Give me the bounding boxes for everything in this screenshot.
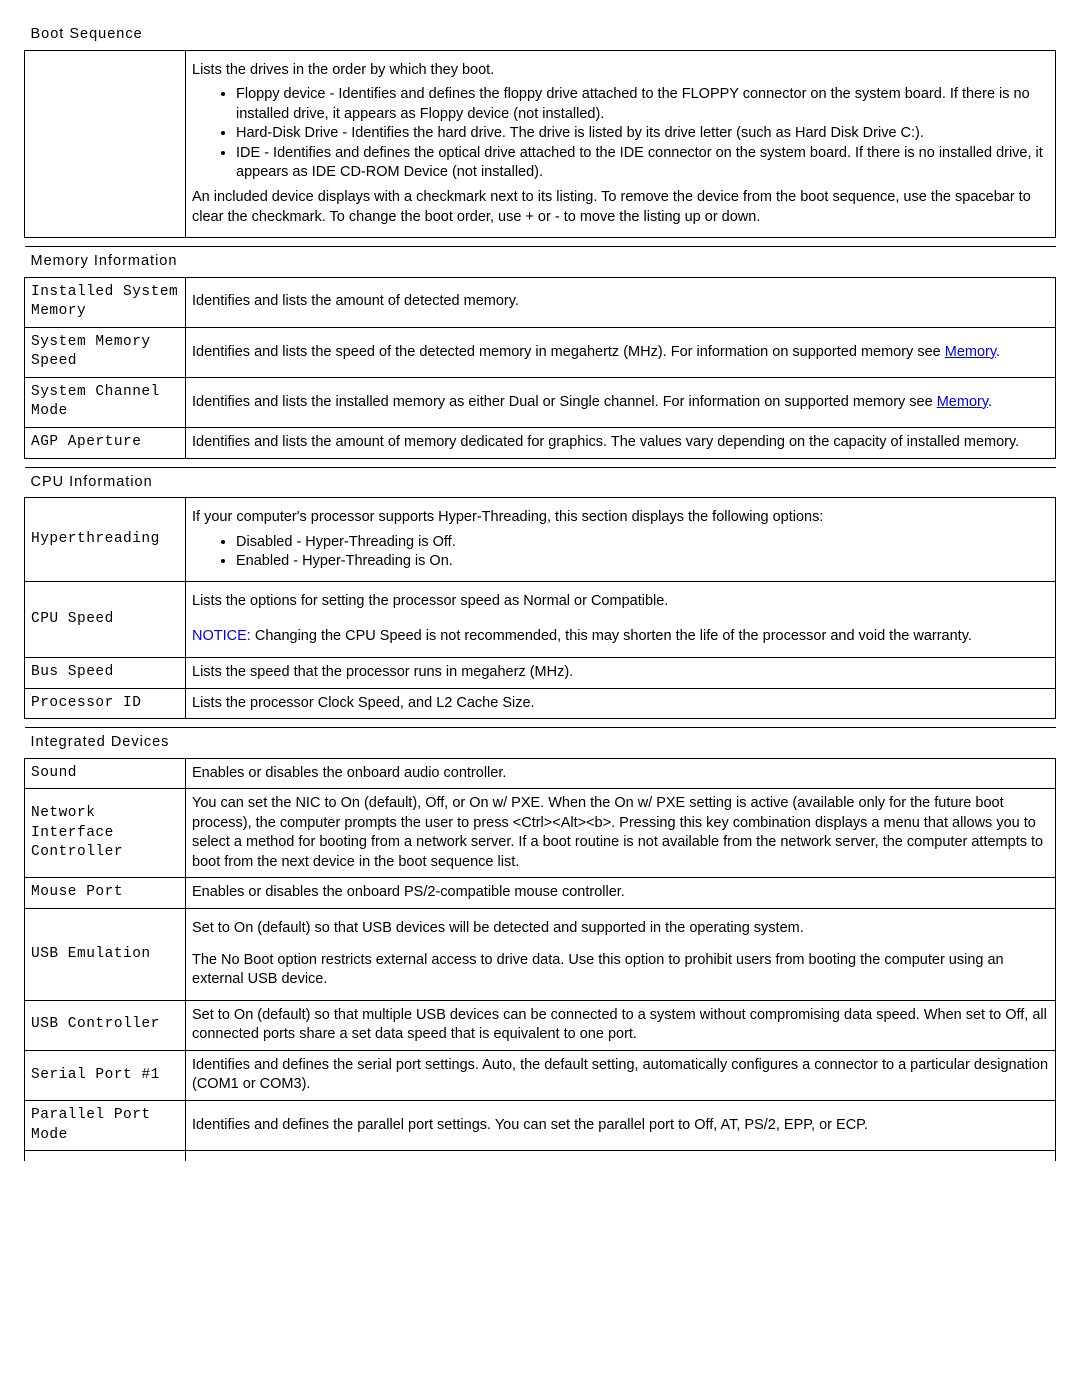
memory-row-label: Installed System Memory: [25, 277, 186, 327]
cpu-procid-label: Processor ID: [25, 688, 186, 719]
integrated-row-label: Network Interface Controller: [25, 789, 186, 878]
integrated-row-label: Sound: [25, 758, 186, 789]
integrated-row-desc: Identifies and defines the parallel port…: [186, 1100, 1056, 1150]
table-row: Bus Speed Lists the speed that the proce…: [25, 657, 1056, 688]
memory-row-label: AGP Aperture: [25, 428, 186, 459]
boot-item: IDE - Identifies and defines the optical…: [236, 144, 1049, 183]
integrated-row-desc: Enables or disables the onboard audio co…: [186, 758, 1056, 789]
usbemul-line1: Set to On (default) so that USB devices …: [192, 919, 1049, 939]
boot-item: Floppy device - Identifies and defines t…: [236, 85, 1049, 124]
cpu-bus-desc: Lists the speed that the processor runs …: [186, 657, 1056, 688]
cpu-speed-desc: Lists the options for setting the proces…: [186, 581, 1056, 657]
memory-information-header: Memory Information: [25, 247, 1056, 278]
integrated-row-label: Mouse Port: [25, 878, 186, 909]
table-row: [25, 1151, 1056, 1162]
memory-row-desc: Identifies and lists the amount of memor…: [186, 428, 1056, 459]
integrated-row-desc: Enables or disables the onboard PS/2-com…: [186, 878, 1056, 909]
memory-row-label: System Channel Mode: [25, 377, 186, 427]
cpu-information-table: CPU Information Hyperthreading If your c…: [24, 467, 1056, 720]
integrated-row-label: Serial Port #1: [25, 1050, 186, 1100]
table-row: System Memory Speed Identifies and lists…: [25, 327, 1056, 377]
boot-sequence-desc: Lists the drives in the order by which t…: [186, 50, 1056, 238]
table-row: Sound Enables or disables the onboard au…: [25, 758, 1056, 789]
integrated-devices-header: Integrated Devices: [25, 728, 1056, 759]
boot-sequence-header: Boot Sequence: [25, 20, 1056, 50]
boot-item: Hard-Disk Drive - Identifies the hard dr…: [236, 124, 1049, 144]
cpu-hyper-desc: If your computer's processor supports Hy…: [186, 498, 1056, 582]
usbemul-desc: Set to On (default) so that USB devices …: [186, 909, 1056, 1001]
cpu-information-header: CPU Information: [25, 467, 1056, 498]
integrated-devices-table: Integrated Devices Sound Enables or disa…: [24, 727, 1056, 1161]
integrated-row-desc: [186, 1151, 1056, 1162]
boot-sequence-label: [25, 50, 186, 238]
table-row: Installed System Memory Identifies and l…: [25, 277, 1056, 327]
memory-link[interactable]: Memory: [937, 394, 988, 410]
table-row: Serial Port #1 Identifies and defines th…: [25, 1050, 1056, 1100]
table-row: Hyperthreading If your computer's proces…: [25, 498, 1056, 582]
cpu-hyper-item: Enabled - Hyper-Threading is On.: [236, 552, 1049, 572]
integrated-row-label: [25, 1151, 186, 1162]
cpu-speed-line1: Lists the options for setting the proces…: [192, 592, 1049, 612]
cpu-hyper-item: Disabled - Hyper-Threading is Off.: [236, 533, 1049, 553]
table-row: Network Interface Controller You can set…: [25, 789, 1056, 878]
table-row: Processor ID Lists the processor Clock S…: [25, 688, 1056, 719]
notice-label: NOTICE:: [192, 628, 251, 644]
cpu-speed-label: CPU Speed: [25, 581, 186, 657]
usbemul-label: USB Emulation: [25, 909, 186, 1001]
cpu-hyper-label: Hyperthreading: [25, 498, 186, 582]
usbemul-line2: The No Boot option restricts external ac…: [192, 951, 1049, 990]
integrated-row-desc: Set to On (default) so that multiple USB…: [186, 1000, 1056, 1050]
boot-list: Floppy device - Identifies and defines t…: [192, 85, 1049, 183]
memory-information-table: Memory Information Installed System Memo…: [24, 246, 1056, 459]
cpu-hyper-intro: If your computer's processor supports Hy…: [192, 508, 1049, 528]
boot-sequence-table: Boot Sequence Lists the drives in the or…: [24, 20, 1056, 238]
memory-row-desc: Identifies and lists the amount of detec…: [186, 277, 1056, 327]
boot-intro: Lists the drives in the order by which t…: [192, 61, 1049, 81]
notice-text: Changing the CPU Speed is not recommende…: [251, 628, 972, 644]
integrated-row-desc: You can set the NIC to On (default), Off…: [186, 789, 1056, 878]
table-row: Mouse Port Enables or disables the onboa…: [25, 878, 1056, 909]
cpu-hyper-list: Disabled - Hyper-Threading is Off. Enabl…: [192, 533, 1049, 572]
memory-row-desc: Identifies and lists the installed memor…: [186, 377, 1056, 427]
table-row: CPU Speed Lists the options for setting …: [25, 581, 1056, 657]
boot-outro: An included device displays with a check…: [192, 188, 1049, 227]
table-row: Parallel Port Mode Identifies and define…: [25, 1100, 1056, 1150]
memory-link[interactable]: Memory: [945, 344, 996, 360]
table-row: USB Emulation Set to On (default) so tha…: [25, 909, 1056, 1001]
table-row: AGP Aperture Identifies and lists the am…: [25, 428, 1056, 459]
integrated-row-label: Parallel Port Mode: [25, 1100, 186, 1150]
table-row: USB Controller Set to On (default) so th…: [25, 1000, 1056, 1050]
cpu-bus-label: Bus Speed: [25, 657, 186, 688]
cpu-procid-desc: Lists the processor Clock Speed, and L2 …: [186, 688, 1056, 719]
integrated-row-label: USB Controller: [25, 1000, 186, 1050]
memory-row-desc: Identifies and lists the speed of the de…: [186, 327, 1056, 377]
cpu-speed-notice: NOTICE: Changing the CPU Speed is not re…: [192, 627, 1049, 647]
memory-row-label: System Memory Speed: [25, 327, 186, 377]
table-row: System Channel Mode Identifies and lists…: [25, 377, 1056, 427]
integrated-row-desc: Identifies and defines the serial port s…: [186, 1050, 1056, 1100]
